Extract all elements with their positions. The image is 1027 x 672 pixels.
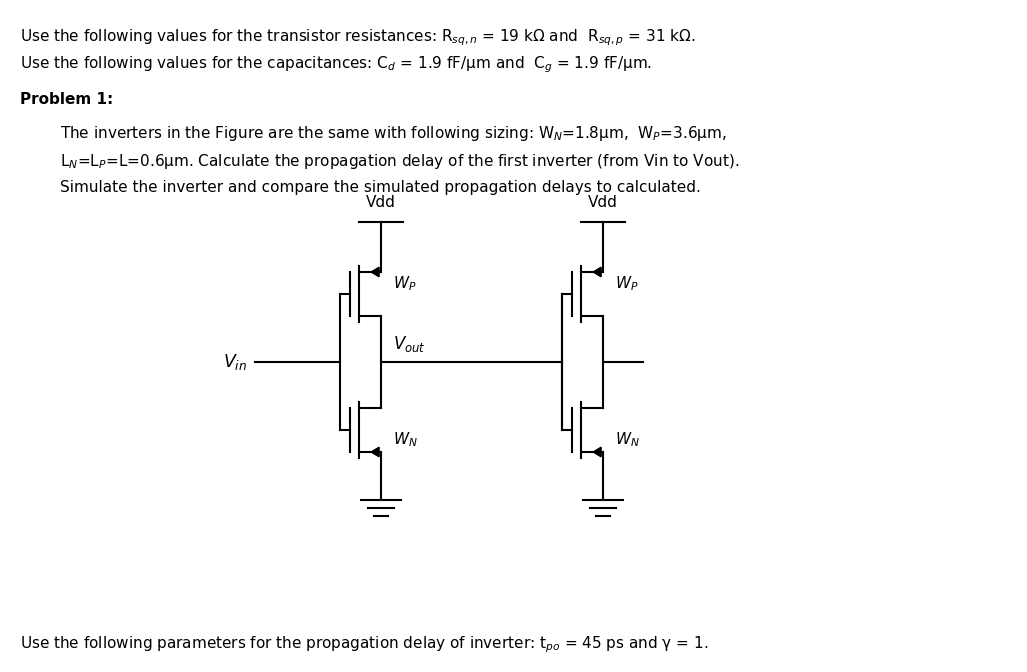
Text: Use the following values for the capacitances: C$_{d}$ = 1.9 fF/μm and  C$_{g}$ : Use the following values for the capacit… [20,54,652,75]
Text: Problem 1:: Problem 1: [20,92,113,107]
Text: $V_{out}$: $V_{out}$ [393,334,426,354]
Text: L$_{N}$=L$_{P}$=L=0.6μm. Calculate the propagation delay of the first inverter (: L$_{N}$=L$_{P}$=L=0.6μm. Calculate the p… [60,152,739,171]
Text: Simulate the inverter and compare the simulated propagation delays to calculated: Simulate the inverter and compare the si… [60,180,700,195]
Text: The inverters in the Figure are the same with following sizing: W$_{N}$=1.8μm,  : The inverters in the Figure are the same… [60,124,727,143]
Polygon shape [594,447,601,457]
Polygon shape [371,447,379,457]
Text: $W_N$: $W_N$ [393,431,418,450]
Text: $W_P$: $W_P$ [615,275,639,294]
Polygon shape [371,267,379,277]
Text: $W_N$: $W_N$ [615,431,640,450]
Text: Use the following values for the transistor resistances: R$_{sq,n}$ = 19 kΩ and : Use the following values for the transis… [20,27,695,48]
Text: Vdd: Vdd [366,195,396,210]
Text: Vdd: Vdd [588,195,618,210]
Polygon shape [594,267,601,277]
Text: Use the following parameters for the propagation delay of inverter: t$_{po}$ = 4: Use the following parameters for the pro… [20,634,709,655]
Text: $V_{in}$: $V_{in}$ [223,352,248,372]
Text: $W_P$: $W_P$ [393,275,417,294]
